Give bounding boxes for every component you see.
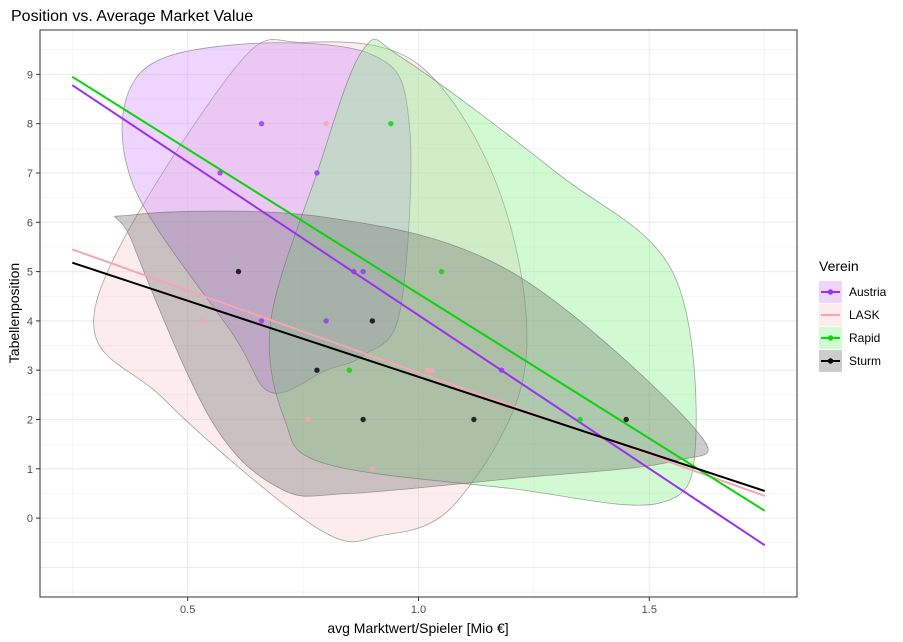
legend-point-rapid bbox=[827, 335, 834, 341]
legend-label-lask: LASK bbox=[849, 308, 880, 322]
x-tick-label: 0.5 bbox=[180, 604, 195, 616]
x-tick-label: 1.5 bbox=[642, 604, 657, 616]
legend-point-sturm bbox=[827, 358, 834, 364]
point-lask bbox=[429, 367, 436, 373]
point-austria bbox=[217, 170, 223, 176]
y-tick-label: 0 bbox=[27, 513, 33, 525]
point-austria bbox=[258, 120, 265, 127]
point-austria bbox=[314, 170, 320, 176]
legend-label-sturm: Sturm bbox=[849, 354, 881, 368]
point-sturm bbox=[360, 416, 366, 423]
y-tick-label: 6 bbox=[27, 217, 33, 229]
point-austria bbox=[351, 268, 357, 275]
fit-line-austria bbox=[71, 84, 766, 547]
fit-line-lask bbox=[71, 248, 766, 497]
point-sturm bbox=[471, 416, 477, 423]
hull-lask bbox=[93, 39, 528, 543]
point-layer bbox=[198, 120, 629, 472]
point-rapid bbox=[346, 367, 352, 373]
hull-austria bbox=[121, 42, 412, 394]
y-tick-label: 5 bbox=[27, 267, 33, 279]
legend-label-rapid: Rapid bbox=[849, 331, 880, 345]
point-sturm bbox=[314, 367, 320, 373]
point-lask bbox=[305, 416, 311, 423]
grid-lines bbox=[40, 30, 797, 597]
y-tick-label: 9 bbox=[27, 69, 33, 81]
x-axis-title: avg Marktwert/Spieler [Mio €] bbox=[327, 620, 508, 636]
fit-line-layer bbox=[71, 75, 766, 547]
y-tick-label: 4 bbox=[27, 316, 33, 328]
point-lask bbox=[198, 318, 205, 324]
point-austria bbox=[498, 367, 505, 373]
point-lask bbox=[369, 466, 376, 472]
y-axis-title: Tabellenposition bbox=[6, 263, 22, 363]
legend-title: Verein bbox=[819, 258, 859, 274]
chart-title: Position vs. Average Market Value bbox=[11, 8, 253, 25]
y-tick-label: 8 bbox=[27, 119, 33, 131]
point-sturm bbox=[235, 268, 242, 275]
point-austria bbox=[360, 268, 366, 275]
point-sturm bbox=[623, 416, 629, 423]
x-tick-label: 1.0 bbox=[411, 604, 426, 616]
point-rapid bbox=[438, 268, 445, 275]
point-sturm bbox=[369, 318, 376, 324]
legend: Verein Austria LASK Rapid Sturm bbox=[819, 258, 887, 372]
point-austria bbox=[258, 318, 265, 324]
point-lask bbox=[425, 367, 431, 373]
y-tick-label: 3 bbox=[27, 365, 33, 377]
point-lask bbox=[323, 120, 329, 127]
point-rapid bbox=[577, 416, 583, 423]
point-rapid bbox=[388, 120, 394, 127]
fit-line-sturm bbox=[71, 261, 766, 492]
y-axis: 0 1 2 3 4 5 6 7 8 9 bbox=[27, 69, 40, 525]
hull-sturm bbox=[114, 210, 709, 497]
hull-layer bbox=[93, 38, 709, 543]
fit-line-rapid bbox=[71, 75, 766, 512]
y-tick-label: 7 bbox=[27, 168, 33, 180]
y-tick-label: 2 bbox=[27, 415, 33, 427]
x-axis: 0.5 1.0 1.5 bbox=[180, 597, 657, 616]
point-austria bbox=[323, 318, 329, 324]
y-tick-label: 1 bbox=[27, 464, 33, 476]
legend-point-austria bbox=[827, 289, 834, 295]
legend-label-austria: Austria bbox=[849, 285, 887, 299]
